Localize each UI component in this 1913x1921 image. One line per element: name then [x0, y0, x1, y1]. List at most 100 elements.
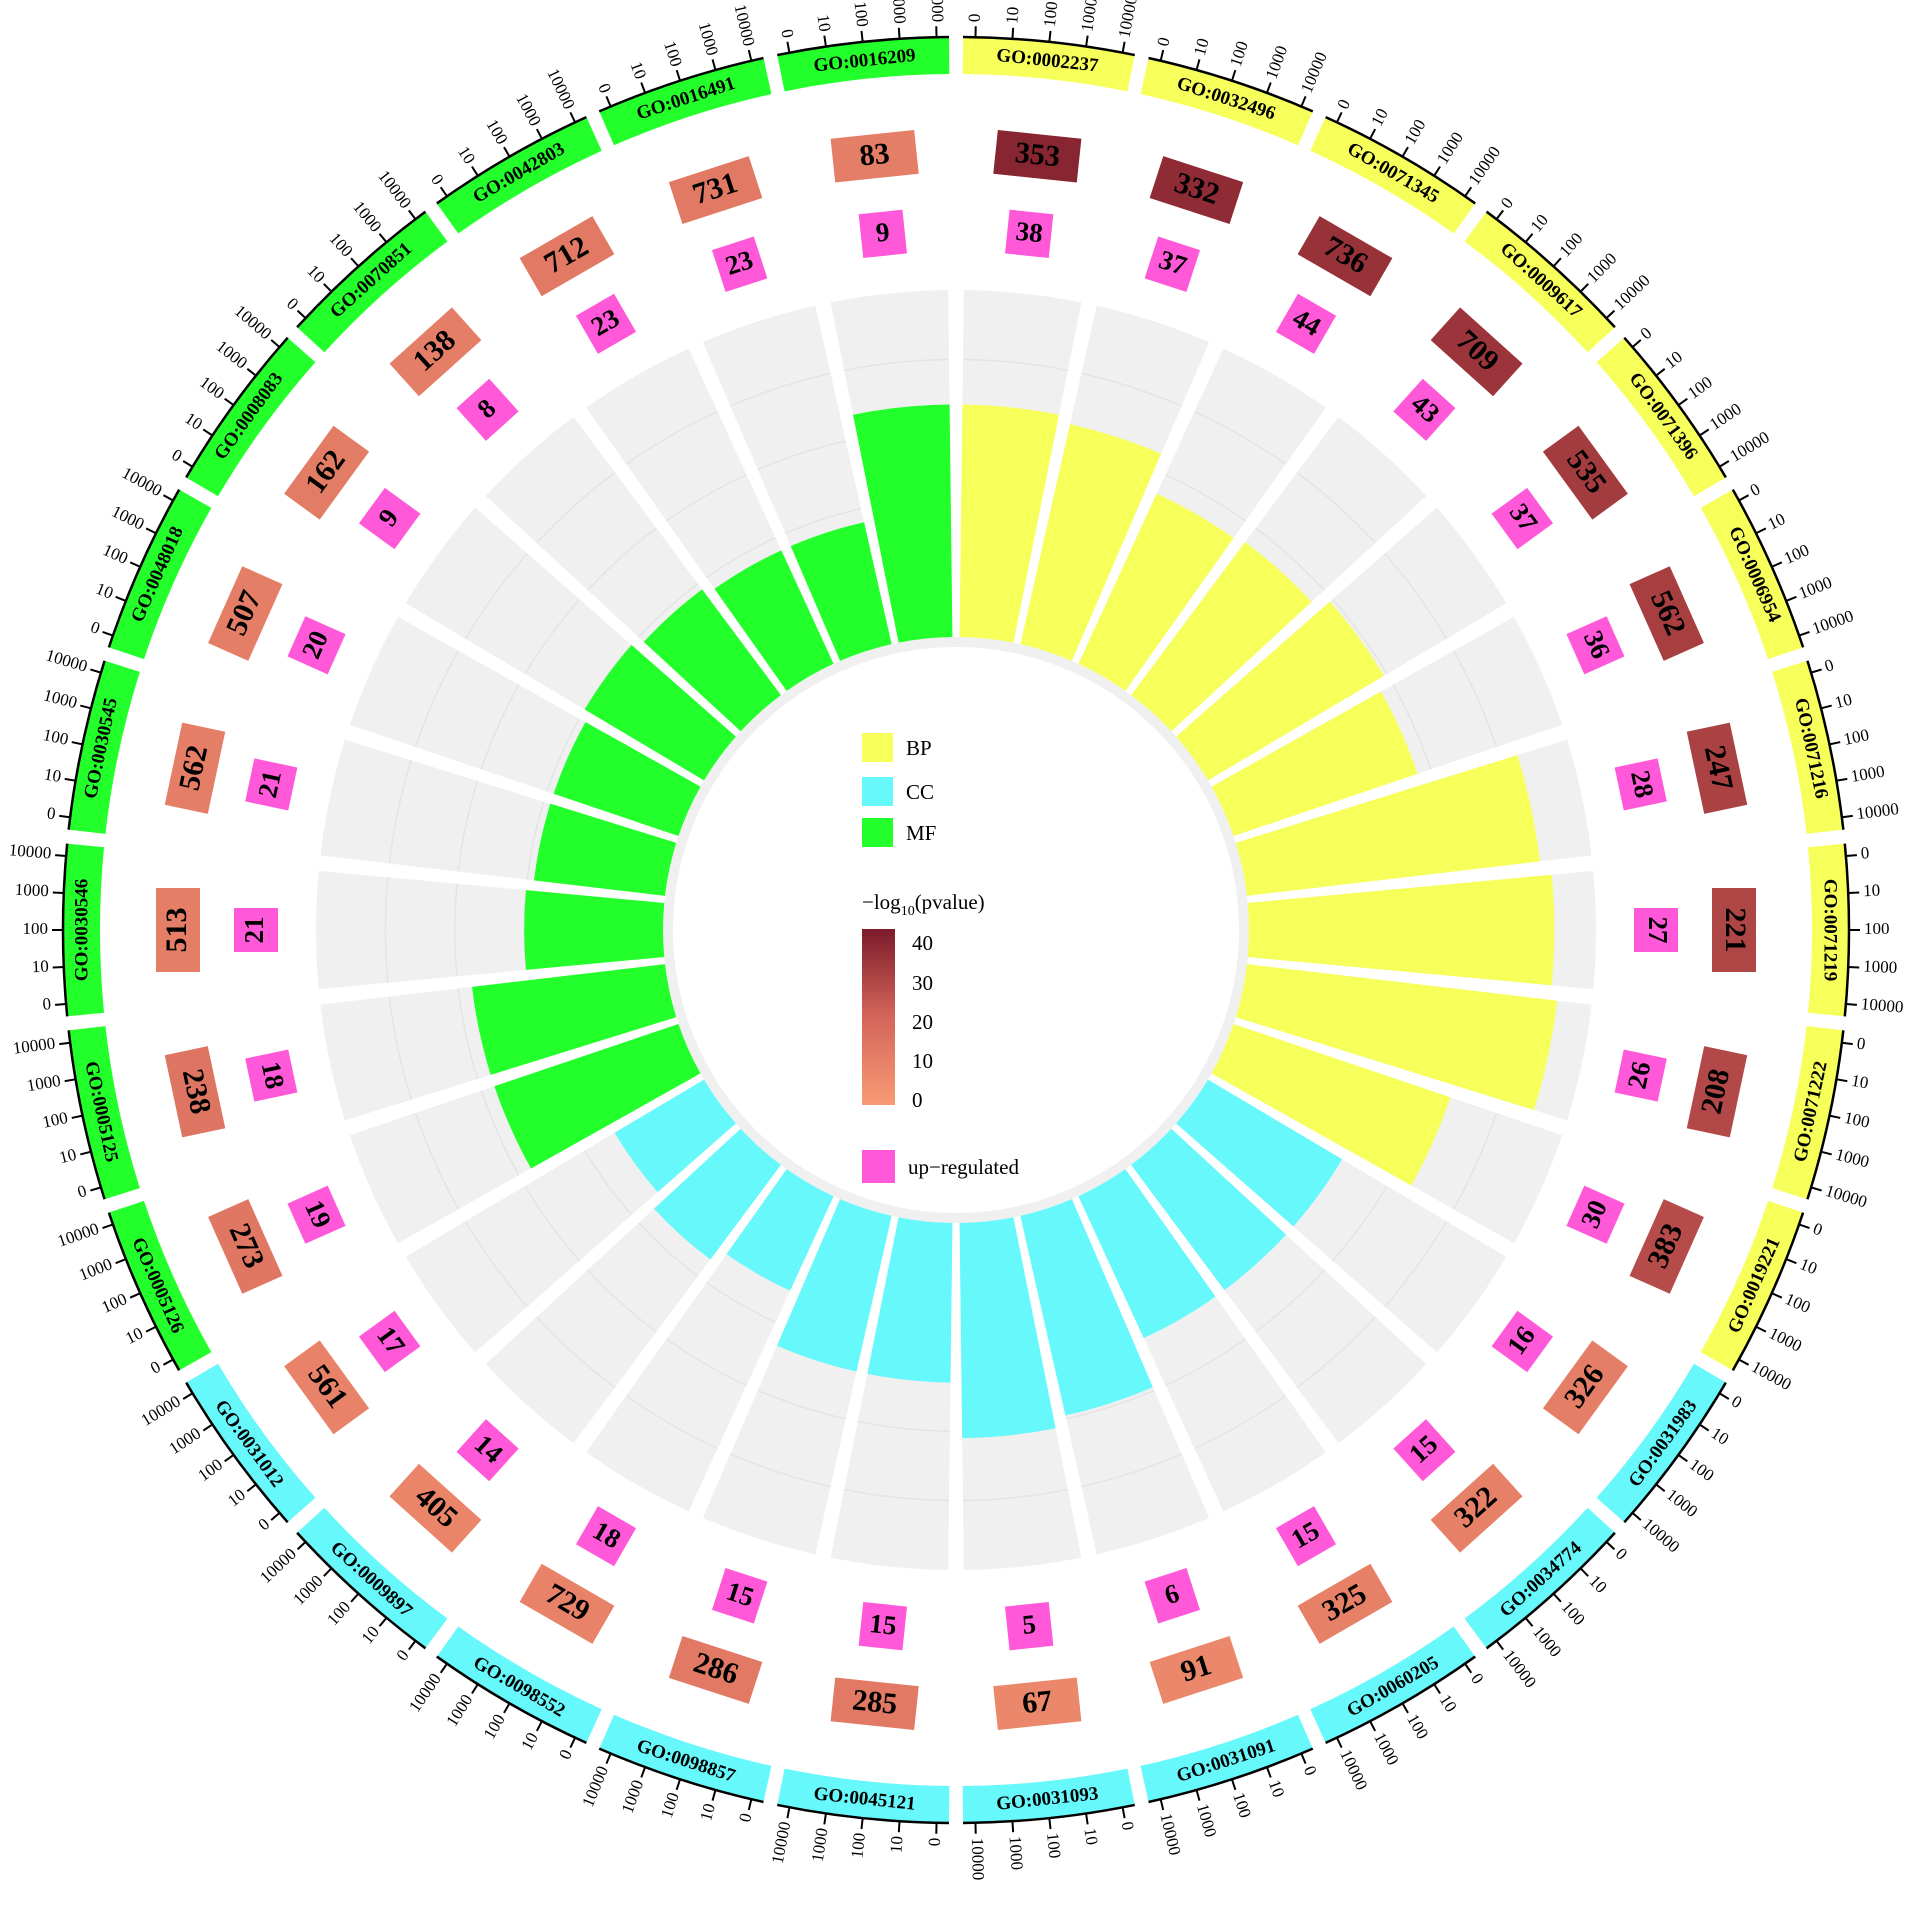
axis-tick-label: 100 [1043, 1832, 1065, 1859]
axis-tick [1772, 1293, 1782, 1297]
gene-count-box: 273 [208, 1199, 282, 1294]
axis-tick-label: 100 [660, 39, 686, 69]
axis-tick-label: 1000 [1863, 957, 1898, 977]
axis-tick [749, 50, 752, 61]
axis-tick-label: 100 [480, 1711, 509, 1743]
axis-tick-label: 100 [1864, 919, 1890, 938]
axis-tick [1772, 562, 1782, 566]
axis-tick-label: 1000 [695, 20, 722, 58]
axis-tick-label: 100 [99, 1289, 130, 1317]
axis-tick [379, 234, 386, 242]
axis-tick [1846, 855, 1857, 856]
axis-tick [146, 1327, 156, 1332]
axis-tick [1403, 147, 1409, 157]
axis-tick [1799, 1224, 1809, 1228]
axis-tick [606, 96, 610, 106]
axis-tick-label: 10000 [1810, 606, 1856, 638]
axis-tick [570, 1738, 575, 1748]
axis-tick [1403, 1703, 1409, 1713]
axis-tick [247, 369, 256, 376]
axis-tick [1633, 340, 1641, 347]
gene-count-box: 383 [1630, 1199, 1704, 1294]
axis-tick-label: 10 [1863, 881, 1881, 901]
axis-tick [271, 340, 279, 347]
upregulated-box: 30 [1566, 1186, 1624, 1244]
axis-tick-label: 100 [1400, 116, 1429, 148]
axis-tick [225, 399, 234, 405]
axis-tick [183, 461, 192, 467]
gene-count-box: 561 [284, 1340, 369, 1434]
axis-tick-label: 0 [1153, 35, 1173, 48]
upregulated-box: 18 [576, 1506, 636, 1566]
axis-tick-label: 100 [100, 540, 131, 568]
legend-label-mf: MF [906, 821, 936, 845]
axis-tick [1739, 1360, 1749, 1365]
axis-tick [271, 1513, 279, 1520]
legend: BP CC MF −log10(pvalue) 40 30 20 10 0 up… [862, 733, 1019, 1183]
axis-tick [1846, 1004, 1857, 1005]
axis-tick-label: 1000 [1077, 0, 1101, 33]
upregulated-box: 36 [1566, 616, 1624, 674]
upregulated-box: 8 [457, 379, 519, 441]
go-term-label: GO:0071219 [1820, 879, 1841, 981]
upregulated-box: 23 [576, 294, 636, 354]
axis-tick-label: 10 [813, 13, 834, 33]
axis-tick [824, 36, 826, 47]
legend-label-bp: BP [906, 736, 932, 760]
upregulated-count: 38 [1014, 216, 1044, 249]
axis-tick [90, 669, 101, 672]
axis-tick [146, 528, 156, 533]
axis-tick [1370, 1721, 1375, 1731]
axis-tick [103, 1224, 113, 1228]
axis-tick-label: 10 [1527, 210, 1552, 235]
axis-tick [65, 1079, 76, 1081]
axis-tick-label: 10000 [1727, 427, 1773, 465]
axis-tick [1086, 36, 1088, 47]
axis-tick-label: 0 [1860, 843, 1870, 863]
axis-tick-label: 100 [657, 1790, 683, 1820]
gene-count-box: 507 [208, 566, 282, 661]
upregulated-box: 14 [457, 1419, 519, 1481]
gene-count-box: 286 [669, 1636, 762, 1704]
axis-tick-label: 0 [46, 803, 57, 823]
axis-tick [1123, 42, 1125, 53]
axis-tick [441, 1664, 447, 1673]
pvalue-tick-label-10: 10 [912, 1049, 933, 1073]
axis-tick-label: 10 [303, 261, 328, 286]
axis-tick-label: 0 [254, 1514, 273, 1534]
axis-tick-label: 1000 [442, 1691, 476, 1730]
upregulated-box: 44 [1276, 294, 1336, 354]
axis-tick [351, 258, 358, 266]
axis-tick [90, 1187, 101, 1190]
rich-factor-bar [1248, 875, 1555, 986]
upregulated-box: 6 [1145, 1568, 1200, 1623]
upregulated-box: 28 [1615, 758, 1667, 810]
axis-tick-label: 1000 [165, 1424, 204, 1459]
legend-swatch-bp [862, 733, 893, 762]
axis-tick-label: 1000 [1583, 249, 1620, 287]
axis-tick-label: 100 [1782, 1289, 1813, 1317]
gene-count-box: 731 [669, 156, 762, 224]
axis-tick [59, 816, 70, 817]
pvalue-tick-label-20: 20 [912, 1010, 933, 1034]
rich-factor-bar [524, 890, 664, 970]
axis-tick [103, 632, 113, 636]
axis-tick [1829, 742, 1840, 744]
axis-tick [1267, 83, 1271, 93]
gene-count: 513 [160, 908, 193, 953]
axis-tick-label: 1000 [1849, 762, 1886, 786]
axis-tick [1434, 1684, 1440, 1693]
axis-tick [1526, 1618, 1533, 1626]
axis-tick-label: 10000 [730, 2, 758, 48]
axis-tick-label: 1000 [1193, 1801, 1220, 1839]
axis-tick-label: 10 [1080, 1827, 1101, 1847]
axis-tick [409, 1641, 416, 1650]
axis-tick [899, 1821, 900, 1832]
axis-tick [183, 1393, 192, 1399]
axis-tick [1842, 816, 1853, 817]
axis-tick-label: 100 [1229, 1790, 1255, 1820]
upregulated-count: 27 [1643, 917, 1673, 944]
axis-tick-label: 10000 [44, 645, 90, 675]
axis-tick [59, 1043, 70, 1044]
